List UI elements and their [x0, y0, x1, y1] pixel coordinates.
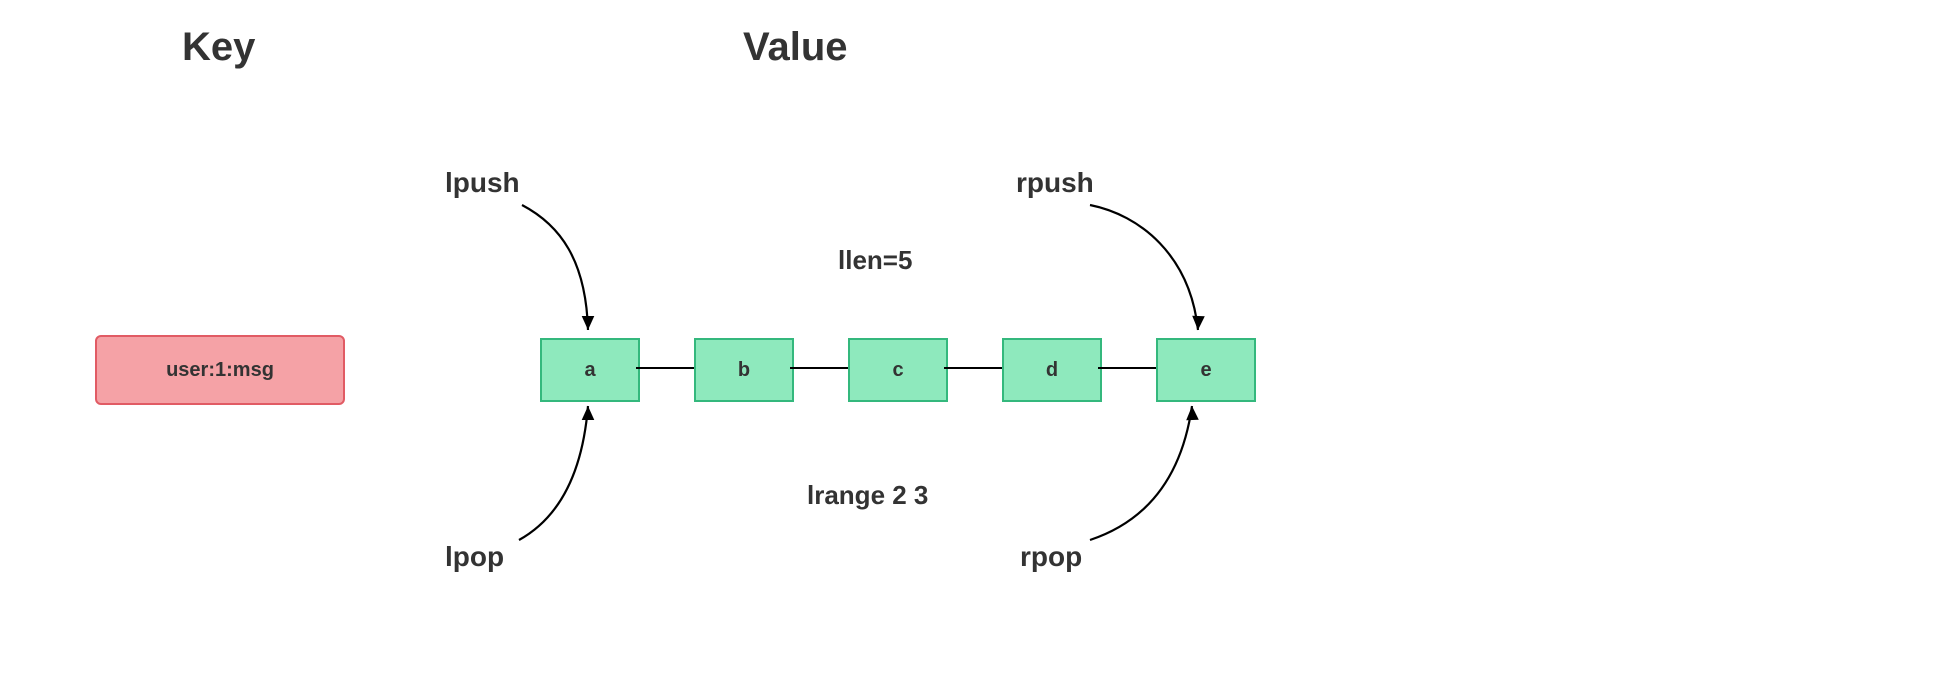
- arrow-rpop: [0, 0, 1936, 684]
